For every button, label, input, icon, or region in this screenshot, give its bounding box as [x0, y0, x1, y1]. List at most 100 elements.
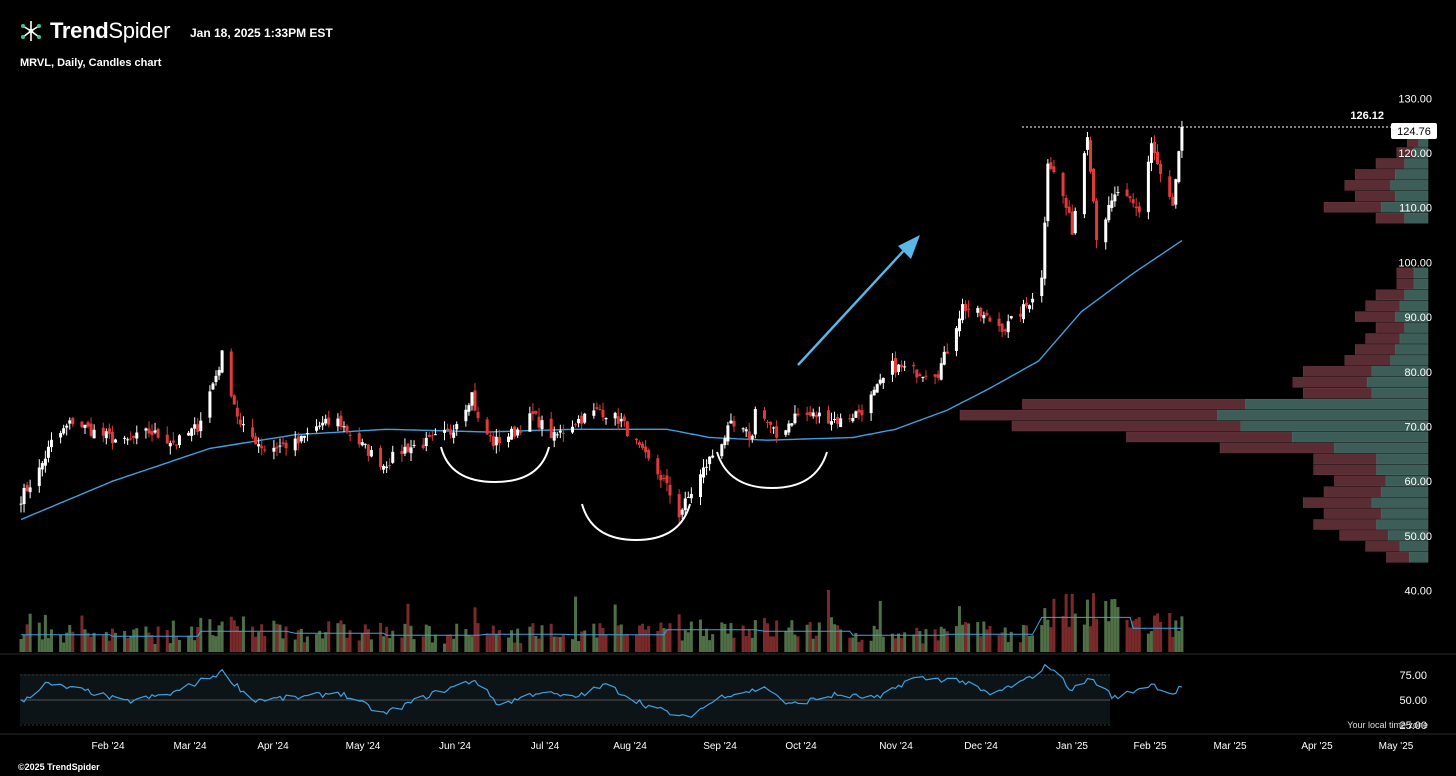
y-tick-label: 60.00: [1404, 476, 1432, 488]
volume-bar: [720, 622, 724, 652]
candle-body: [171, 440, 175, 443]
vp-bar-green: [1387, 530, 1429, 541]
candle-body: [689, 493, 693, 499]
annotation-arc-left: [440, 446, 550, 484]
copyright: ©2025 TrendSpider: [18, 762, 100, 772]
volume-bar: [153, 644, 157, 652]
candle-body: [519, 431, 523, 433]
candle-body: [324, 418, 328, 424]
candle-body: [214, 375, 218, 382]
annotation-arc-right: [716, 451, 828, 490]
volume-bar: [400, 637, 404, 652]
volume-bar: [278, 624, 282, 652]
volume-bar: [513, 642, 517, 652]
candle-body: [1021, 304, 1025, 320]
candle-body: [528, 413, 532, 432]
volume-bar: [936, 640, 940, 652]
candle-body: [1003, 329, 1007, 332]
last-price-tag: 124.76: [1391, 123, 1437, 139]
y-tick-label: 40.00: [1404, 586, 1432, 598]
volume-bar: [677, 614, 681, 652]
candle-body: [132, 435, 136, 438]
volume-bar: [1092, 593, 1096, 652]
volume-bar: [324, 632, 328, 652]
annotation-arc-middle: [581, 503, 691, 542]
vp-bar-red: [1302, 366, 1373, 377]
candle-body: [729, 420, 733, 424]
volume-bar: [729, 623, 733, 652]
candle-body: [976, 308, 980, 313]
candle-body: [455, 424, 459, 430]
volume-bar: [385, 626, 389, 652]
candle-body: [711, 455, 715, 458]
candle-body: [187, 432, 191, 436]
vp-bar-red: [1313, 453, 1377, 465]
candle-body: [1073, 210, 1077, 234]
volume-bar: [147, 632, 151, 652]
volume-bar: [1159, 621, 1163, 652]
volume-bar: [881, 636, 885, 652]
volume-bar: [747, 629, 751, 652]
candle-body: [147, 428, 151, 434]
candle-body: [741, 428, 745, 430]
volume-bar: [510, 630, 514, 652]
volume-bar: [150, 635, 154, 652]
candle-body: [257, 444, 261, 447]
candle-body: [830, 421, 834, 425]
candle-body: [211, 383, 215, 390]
volume-bar: [580, 631, 584, 652]
volume-bar: [689, 621, 693, 652]
volume-bar: [1082, 624, 1086, 652]
candle-body: [1067, 206, 1071, 213]
candle-body: [443, 429, 447, 433]
candle-body: [622, 416, 626, 422]
volume-bar: [452, 638, 456, 652]
volume-bar: [555, 636, 559, 652]
volume-bar: [1025, 625, 1029, 652]
candle-body: [446, 428, 450, 431]
svg-text:124.76: 124.76: [1397, 126, 1431, 138]
x-tick-label: May '24: [346, 741, 381, 752]
volume-bar: [793, 634, 797, 652]
candle-body: [1125, 189, 1129, 197]
candle-body: [1009, 316, 1013, 319]
volume-bar: [805, 624, 809, 652]
candle-body: [638, 442, 642, 445]
volume-bar: [769, 636, 773, 652]
volume-bar: [1171, 636, 1175, 652]
volume-bar: [732, 637, 736, 652]
candle-body: [1046, 163, 1050, 222]
vp-bar-red: [1354, 169, 1396, 180]
volume-bar: [257, 632, 261, 652]
brand: TrendSpider: [18, 18, 171, 44]
candle-body: [744, 429, 748, 432]
volume-bar: [540, 625, 544, 652]
rsi-tick-label: 75.00: [1399, 670, 1427, 682]
volume-bar: [875, 629, 879, 652]
volume-bar: [1113, 599, 1117, 652]
volume-bar: [299, 628, 303, 652]
vp-bar-green: [1376, 453, 1429, 465]
volume-bar: [796, 636, 800, 652]
vp-bar-green: [1404, 212, 1429, 224]
candle-body: [945, 351, 949, 354]
candle-body: [467, 405, 471, 412]
candle-body: [71, 417, 75, 425]
volume-bar: [787, 627, 791, 652]
volume-bar: [1049, 627, 1053, 652]
candle-body: [555, 434, 559, 436]
volume-bar: [339, 620, 343, 652]
volume-bar: [497, 630, 501, 652]
candle-body: [241, 424, 245, 426]
x-tick-label: Feb '25: [1133, 741, 1166, 752]
candle-body: [1149, 143, 1153, 163]
volume-bar: [1104, 601, 1108, 652]
volume-bar: [360, 633, 364, 652]
volume-bar: [409, 625, 413, 652]
volume-bar: [1064, 594, 1068, 652]
candle-body: [40, 463, 44, 470]
volume-bar: [1168, 612, 1172, 652]
volume-bar: [549, 623, 553, 652]
candle-body: [238, 419, 242, 425]
